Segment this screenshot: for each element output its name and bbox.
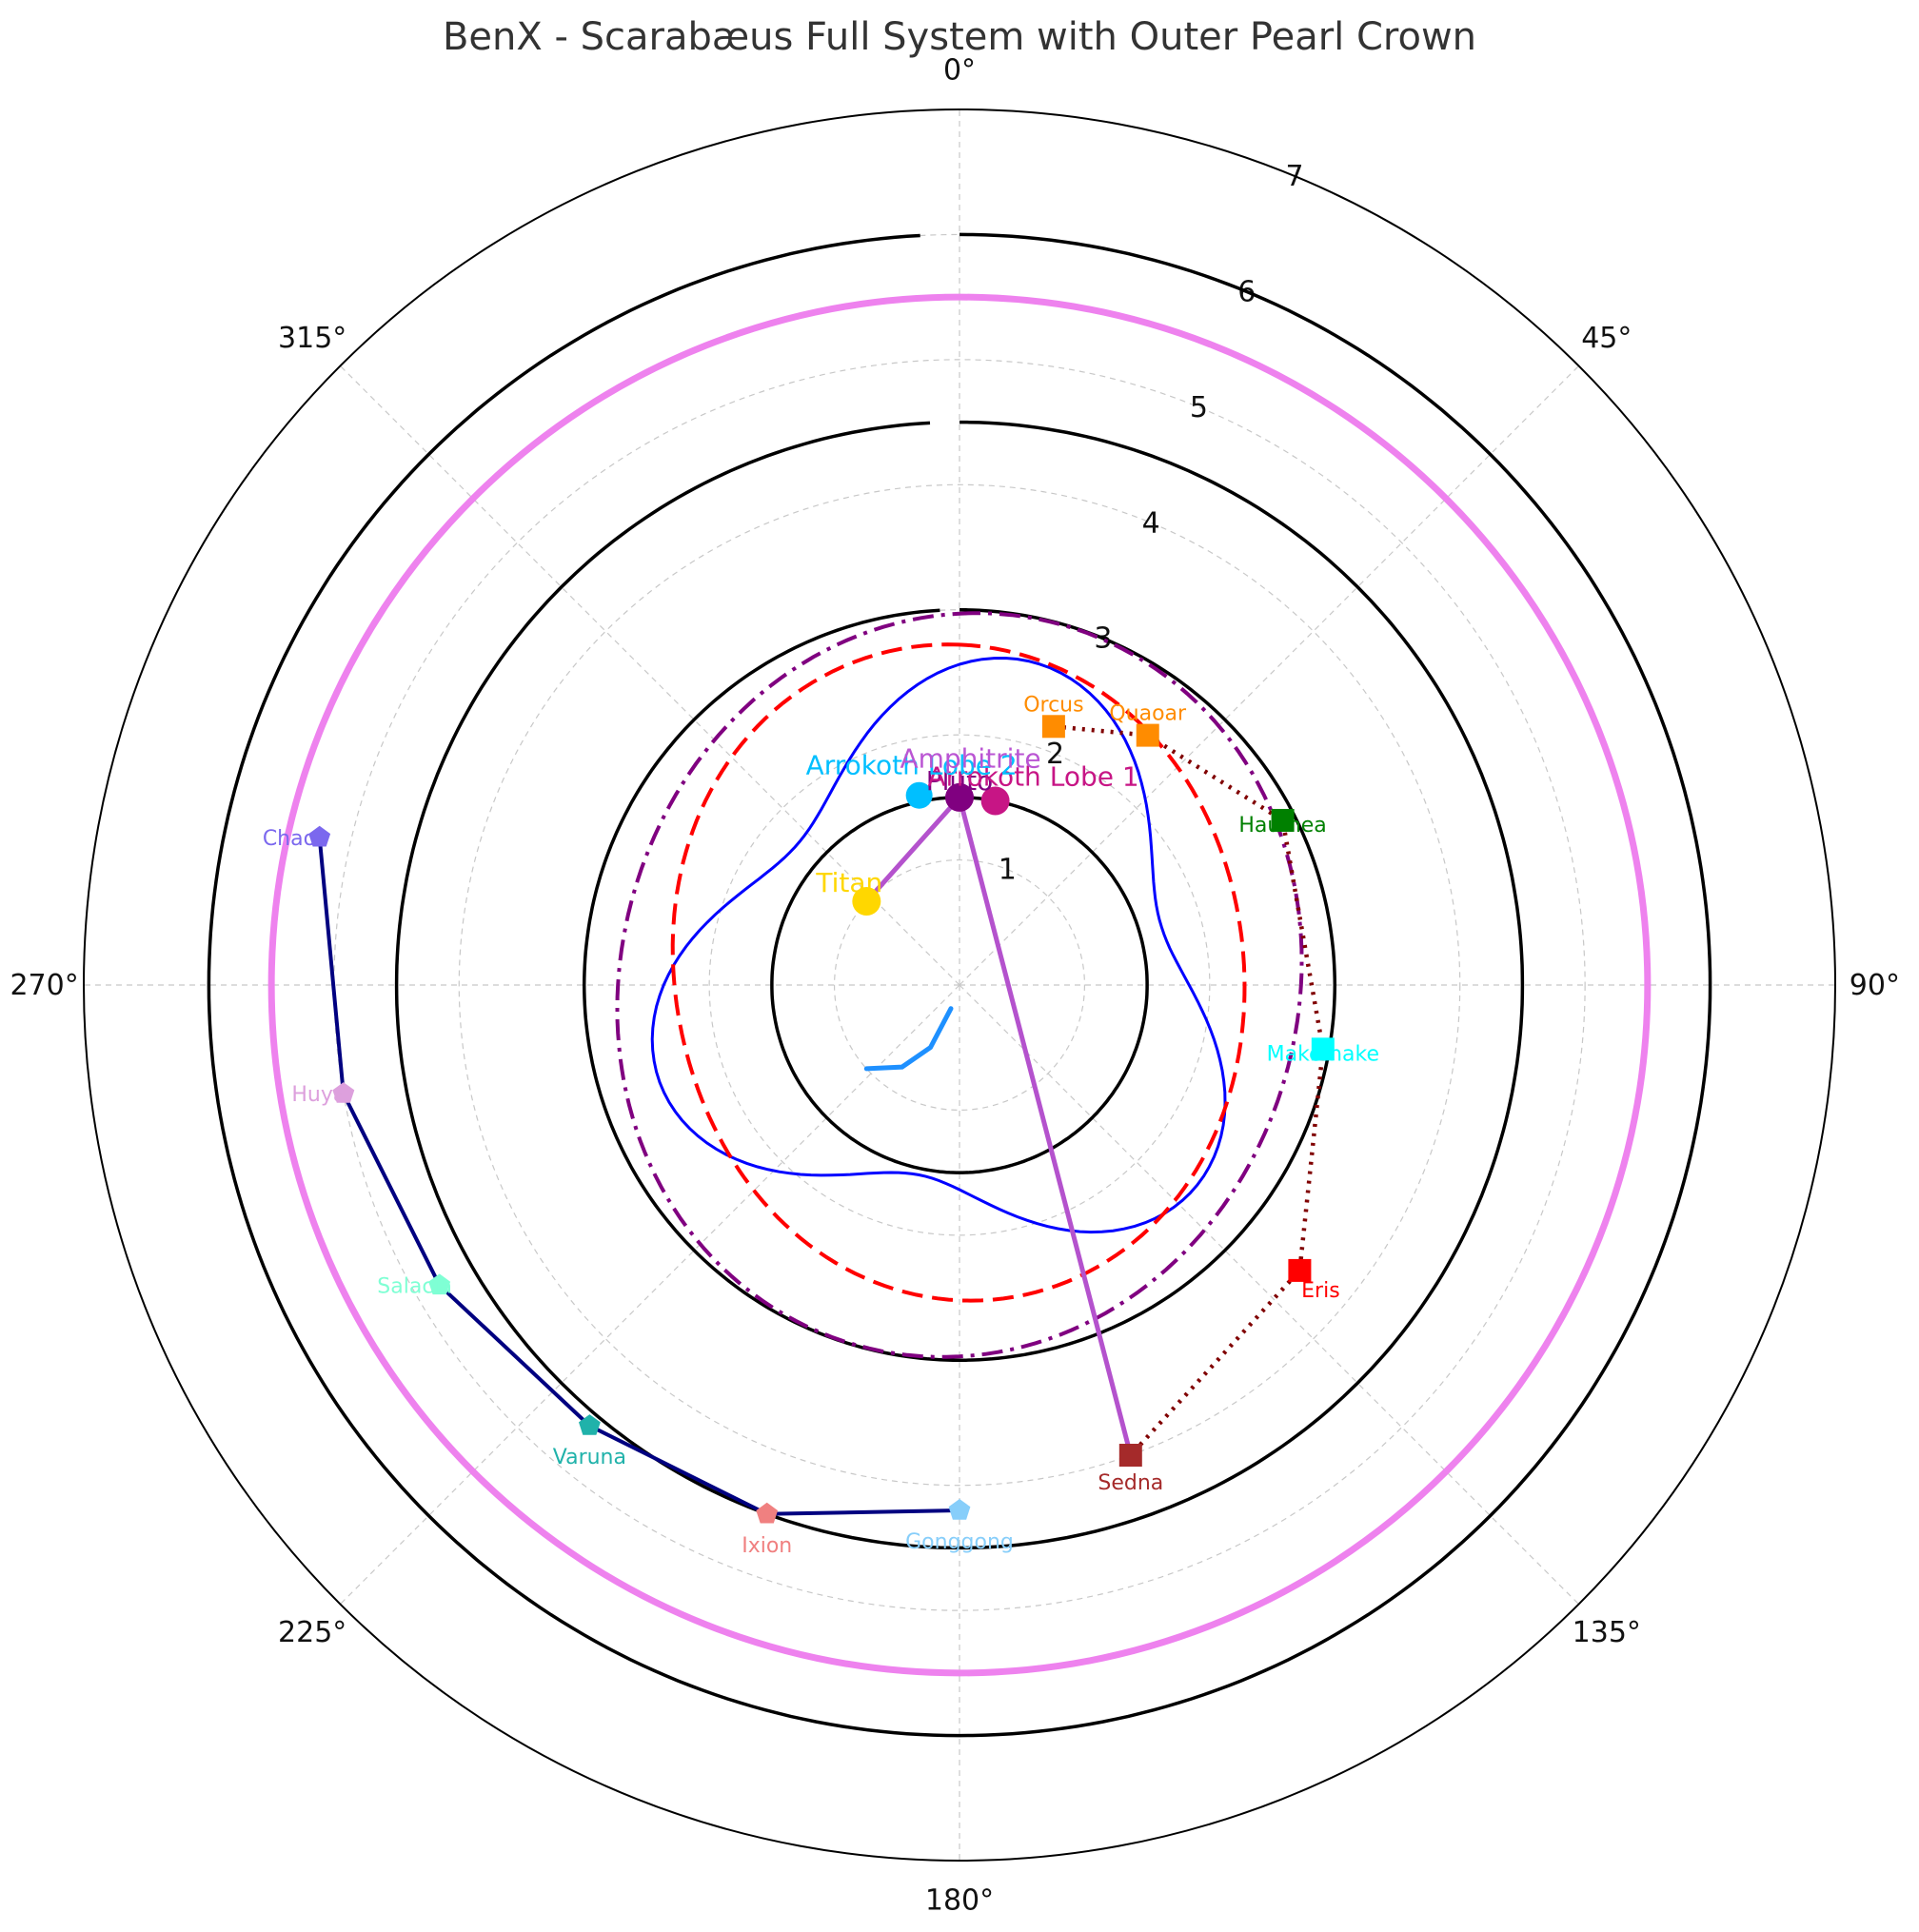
orbit-curve: [615, 611, 1304, 1359]
point-label: Sedna: [1098, 1471, 1163, 1495]
point-label: Ixion: [742, 1534, 792, 1558]
dwarf-marker: [1288, 1258, 1312, 1282]
orbit-ring: [770, 796, 1149, 1174]
chain-layer: [317, 724, 1326, 1516]
theta-tick-label: 45°: [1581, 322, 1632, 355]
r-tick-label: 1: [999, 854, 1017, 887]
point-label: Chaos: [263, 827, 327, 851]
theta-tick-label: 90°: [1850, 969, 1900, 1002]
point-label: Salacia: [377, 1274, 452, 1298]
point-label: Quaoar: [1109, 702, 1187, 726]
titan-trail: [863, 1006, 954, 1072]
r-gridline: [333, 359, 1586, 1611]
moon-marker: [852, 887, 881, 917]
dwarf-marker: [1311, 1037, 1335, 1061]
crown-marker: [756, 1502, 779, 1524]
crown-marker: [579, 1414, 601, 1435]
orbit-ring: [394, 420, 1525, 1550]
curve-layer: [615, 611, 1304, 1359]
moon-label: Arrokoth Lobe 1: [928, 760, 1139, 792]
point-label: Orcus: [1023, 693, 1083, 717]
r-gridline: [833, 858, 1086, 1112]
dwarf-marker: [1041, 715, 1065, 739]
spoke-line: [957, 797, 1134, 1456]
point-label: Haumea: [1238, 814, 1326, 838]
moon-label: Pluto: [926, 765, 994, 797]
moon-label: Amphitrite: [900, 742, 1040, 774]
point-label: Makemake: [1267, 1042, 1379, 1066]
spoke-line: [860, 796, 961, 908]
theta-gridline: [959, 984, 1579, 1605]
polar-frame: [83, 108, 1836, 1862]
theta-tick-label: 135°: [1573, 1616, 1641, 1649]
r-tick-label: 2: [1046, 738, 1064, 771]
moon-label: Titan: [815, 867, 882, 898]
ring-layer: [207, 232, 1712, 1738]
theta-tick-label: 225°: [278, 1616, 346, 1649]
crown-marker: [948, 1499, 971, 1520]
orbit-curve: [650, 656, 1227, 1234]
r-tick-label: 4: [1142, 506, 1160, 540]
theta-tick-label: 270°: [10, 969, 78, 1002]
dwarf-marker: [1271, 808, 1295, 832]
orbit-curve: [670, 642, 1247, 1303]
pearl-crown-ring: [267, 293, 1652, 1677]
crown-marker: [308, 825, 331, 847]
point-label: Varuna: [553, 1446, 626, 1469]
point-layer: [308, 715, 1335, 1524]
point-label: Gonggong: [905, 1530, 1014, 1554]
theta-tick-label: 315°: [278, 322, 346, 355]
crown-marker: [332, 1082, 355, 1103]
point-label: Huya: [291, 1083, 346, 1107]
dwarf-marker: [1118, 1444, 1142, 1468]
orbit-ring: [207, 232, 1712, 1738]
point-label: Eris: [1301, 1279, 1340, 1303]
crown-marker: [428, 1273, 451, 1295]
moon-label: Arrokoth Lobe 2: [806, 750, 1018, 781]
crown-chain-line: [317, 837, 960, 1516]
theta-tick-label: 180°: [925, 1883, 994, 1917]
dwarf-marker: [1136, 723, 1159, 747]
r-gridline: [708, 734, 1211, 1236]
theta-gridline: [959, 365, 1579, 986]
dwarf-chain-line: [1053, 724, 1326, 1457]
theta-tick-label: 0°: [943, 54, 976, 88]
r-gridline: [458, 483, 1461, 1487]
label-layer: Orcus Quaoar Haumea Makemake Eris Sedna Chaos H…: [263, 693, 1379, 1557]
moon-marker: [945, 782, 974, 812]
r-tick-label: 5: [1190, 391, 1208, 424]
moon-marker: [980, 786, 1010, 816]
orbit-ring: [582, 607, 1337, 1363]
moon-marker: [905, 781, 933, 809]
chart-title: BenX - Scarabæus Full System with Outer …: [443, 15, 1476, 59]
